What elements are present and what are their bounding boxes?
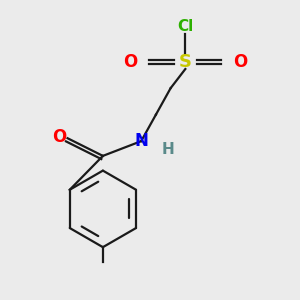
Text: N: N — [134, 132, 148, 150]
Text: O: O — [123, 53, 137, 71]
Text: S: S — [179, 53, 192, 71]
Text: O: O — [52, 128, 66, 146]
Text: O: O — [234, 53, 248, 71]
Text: H: H — [161, 142, 174, 158]
Text: Cl: Cl — [177, 19, 194, 34]
